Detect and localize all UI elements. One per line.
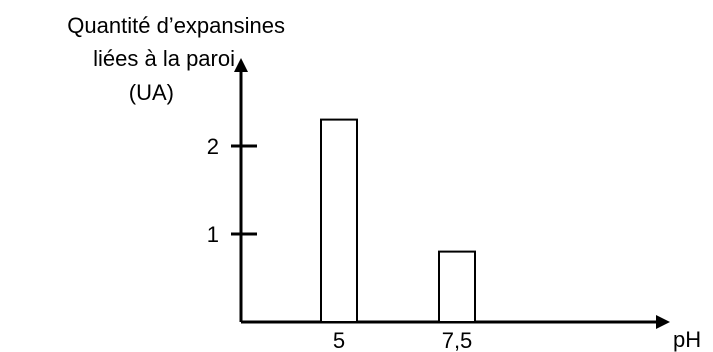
bars bbox=[320, 118, 476, 324]
y-tick-label: 1 bbox=[207, 222, 219, 247]
y-ticks: 12 bbox=[207, 134, 257, 247]
x-axis-label: pH bbox=[673, 327, 702, 352]
x-tick-labels: 5 7,5 bbox=[333, 328, 472, 352]
y-axis-label-line-3: (UA) bbox=[128, 80, 174, 105]
y-tick-label: 2 bbox=[207, 134, 219, 159]
x-axis-arrowhead bbox=[656, 315, 670, 329]
bar-5 bbox=[320, 118, 358, 323]
x-tick-label: 7,5 bbox=[442, 328, 473, 352]
x-tick-label: 5 bbox=[333, 328, 345, 352]
y-axis-arrowhead bbox=[234, 58, 248, 72]
y-axis-label-line-2: liées à la paroi bbox=[93, 46, 235, 71]
y-axis-label-line-1: Quantité d’expansines bbox=[67, 13, 285, 38]
bar-7-5 bbox=[438, 250, 476, 324]
